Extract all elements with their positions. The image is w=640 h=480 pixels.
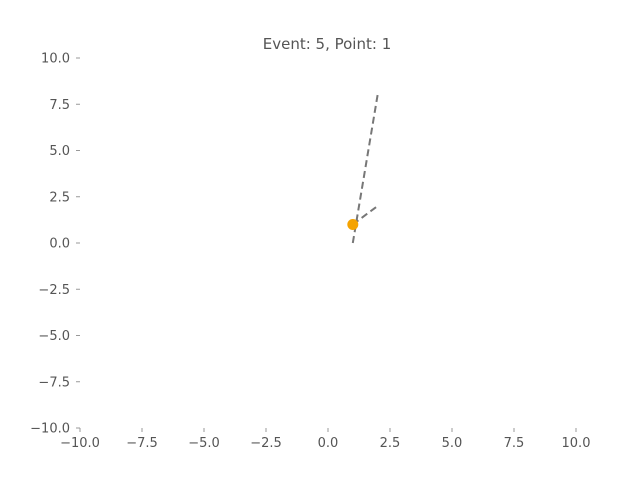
y-tick-label: 5.0: [49, 144, 70, 159]
x-tick-label: −10.0: [60, 436, 100, 451]
y-tick-label: 7.5: [49, 98, 70, 113]
chart-title: Event: 5, Point: 1: [263, 35, 391, 53]
y-tick-label: −10.0: [30, 422, 70, 437]
x-tick-label: 0.0: [318, 436, 339, 451]
x-axis: −10.0 −7.5 −5.0 −2.5 0.0 2.5 5.0 7.5 10.0: [60, 428, 590, 451]
y-tick-label: −5.0: [38, 329, 70, 344]
y-tick-label: 0.0: [49, 237, 70, 252]
x-tick-label: 7.5: [504, 436, 525, 451]
point-layer: [347, 219, 359, 230]
x-tick-label: −7.5: [126, 436, 158, 451]
y-tick-label: 10.0: [41, 52, 70, 67]
x-tick-label: −2.5: [250, 436, 282, 451]
y-tick-label: −2.5: [38, 283, 70, 298]
y-tick-label: 2.5: [49, 190, 70, 205]
x-tick-label: 10.0: [562, 436, 591, 451]
data-point-1: [347, 219, 359, 230]
y-axis: −10.0 −7.5 −5.0 −2.5 0.0 2.5 5.0 7.5 10.0: [30, 52, 80, 437]
x-tick-label: 5.0: [442, 436, 463, 451]
series-line-1: [351, 94, 379, 244]
x-tick-label: 2.5: [380, 436, 401, 451]
y-tick-label: −7.5: [38, 375, 70, 390]
x-tick-label: −5.0: [188, 436, 220, 451]
